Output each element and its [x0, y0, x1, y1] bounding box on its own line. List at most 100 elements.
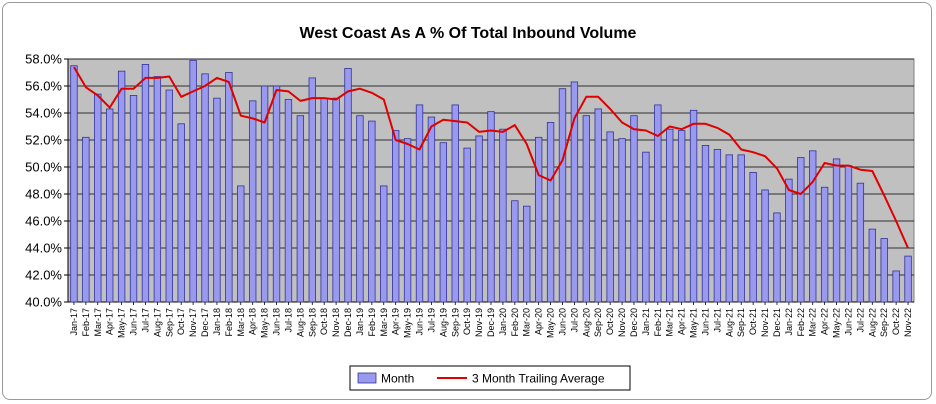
bar — [272, 85, 281, 303]
x-tick-label: Feb-17 — [81, 308, 91, 337]
x-tick-label: Jan-22 — [784, 308, 794, 336]
bar — [70, 65, 78, 303]
x-tick-label: Mar-19 — [379, 308, 389, 337]
x-tick-label: Oct-19 — [462, 308, 472, 335]
x-tick-label: Feb-19 — [367, 308, 377, 337]
legend-box — [349, 365, 631, 391]
bar — [165, 89, 173, 303]
bar — [904, 255, 912, 303]
bar — [582, 115, 591, 303]
bar — [296, 115, 305, 303]
bar — [761, 189, 769, 303]
bar — [153, 76, 162, 303]
x-tick-label: Jan-21 — [641, 308, 651, 336]
bar — [689, 109, 698, 303]
bar — [475, 135, 483, 303]
x-tick-label: Jul-20 — [569, 308, 579, 333]
bar — [773, 212, 781, 303]
bar — [558, 88, 567, 303]
bar — [856, 182, 865, 303]
legend-label-month: Month — [381, 372, 414, 386]
x-tick-label: Jan-19 — [355, 308, 365, 336]
x-tick-label: Apr-19 — [391, 308, 401, 335]
x-tick-label: Aug-21 — [724, 308, 734, 337]
y-tick-label: 58.0% — [25, 52, 62, 67]
x-tick-label: Dec-19 — [486, 308, 496, 337]
x-tick-label: Mar-21 — [665, 308, 675, 337]
x-tick-label: Jul-22 — [855, 308, 865, 333]
y-tick-label: 40.0% — [25, 295, 62, 310]
x-tick-label: Apr-21 — [677, 308, 687, 335]
x-tick-label: Jun-21 — [700, 308, 710, 336]
x-tick-label: May-20 — [546, 308, 556, 338]
bar — [380, 185, 388, 303]
x-tick-label: Oct-18 — [319, 308, 329, 335]
x-tick-label: Jun-22 — [843, 308, 853, 336]
x-tick-label: Jun-20 — [557, 308, 567, 336]
bar — [713, 149, 722, 303]
y-tick-label: 54.0% — [25, 106, 62, 121]
x-tick-label: Nov-18 — [331, 308, 341, 337]
bar — [880, 238, 888, 303]
x-tick-label: Nov-19 — [474, 308, 484, 337]
bar — [415, 104, 424, 303]
x-tick-label: Nov-22 — [903, 308, 913, 337]
x-tick-label: Dec-21 — [772, 308, 782, 337]
x-tick-label: Aug-17 — [152, 308, 162, 337]
x-tick-label: Oct-22 — [891, 308, 901, 335]
x-tick-label: Sep-22 — [879, 308, 889, 337]
bar — [284, 99, 293, 303]
x-tick-label: Apr-22 — [820, 308, 830, 335]
x-tick-label: Jun-19 — [415, 308, 425, 336]
x-tick-label: Aug-20 — [581, 308, 591, 337]
x-tick-label: Sep-17 — [164, 308, 174, 337]
legend-label-average: 3 Month Trailing Average — [472, 372, 605, 386]
y-tick-label: 42.0% — [25, 268, 62, 283]
x-tick-label: Mar-18 — [236, 308, 246, 337]
x-tick-label: Feb-20 — [510, 308, 520, 337]
bar — [106, 108, 114, 303]
bar — [225, 72, 233, 303]
x-tick-label: Dec-17 — [200, 308, 210, 337]
bar — [391, 130, 400, 303]
bar — [117, 70, 126, 303]
bar — [463, 147, 471, 303]
bar — [737, 154, 745, 303]
bar — [177, 123, 185, 303]
bar — [499, 128, 507, 303]
x-tick-label: Sep-19 — [450, 308, 460, 337]
x-tick-label: Feb-22 — [796, 308, 806, 337]
x-tick-label: Aug-22 — [867, 308, 877, 337]
bar — [844, 165, 853, 303]
y-tick-label: 46.0% — [25, 214, 62, 229]
bar — [534, 136, 543, 303]
bar — [677, 130, 686, 303]
bar — [892, 270, 900, 303]
bar — [749, 171, 757, 303]
bar — [594, 108, 602, 303]
bar — [320, 97, 328, 303]
bar — [832, 158, 841, 303]
y-tick-label: 56.0% — [25, 79, 62, 94]
x-tick-label: Aug-18 — [295, 308, 305, 337]
x-tick-label: May-18 — [260, 308, 270, 338]
bar — [368, 120, 376, 303]
x-tick-label: Jan-20 — [498, 308, 508, 336]
bar — [630, 115, 638, 303]
x-tick-label: Sep-21 — [736, 308, 746, 337]
x-tick-label: Jan-17 — [69, 308, 79, 336]
bar — [439, 142, 448, 303]
x-tick-label: Feb-18 — [224, 308, 234, 337]
bar — [797, 157, 805, 303]
bar — [606, 131, 614, 303]
bar — [809, 150, 817, 303]
bar — [642, 151, 650, 303]
x-tick-label: Apr-20 — [534, 308, 544, 335]
x-tick-label: Sep-18 — [307, 308, 317, 337]
x-tick-label: Nov-21 — [760, 308, 770, 337]
x-tick-label: Jun-17 — [129, 308, 139, 336]
x-tick-label: Dec-20 — [629, 308, 639, 337]
legend: Month 3 Month Trailing Average — [349, 365, 631, 391]
bar — [344, 68, 352, 303]
bar — [618, 138, 626, 303]
